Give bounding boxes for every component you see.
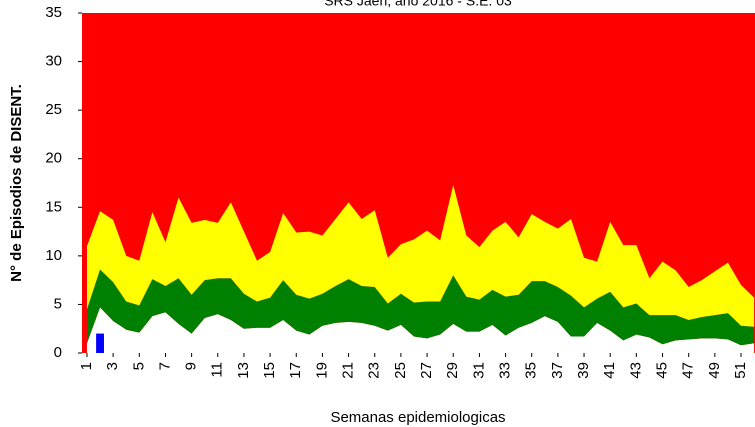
x-axis-label: Semanas epidemiologicas xyxy=(330,409,505,426)
x-tick-label: 1 xyxy=(78,362,95,370)
y-tick-label: 35 xyxy=(45,4,62,21)
y-tick-label: 20 xyxy=(45,150,62,167)
x-tick-label: 27 xyxy=(418,362,435,379)
y-tick-label: 30 xyxy=(45,53,62,70)
x-tick-label: 25 xyxy=(392,362,409,379)
x-tick-label: 11 xyxy=(209,362,226,378)
x-tick-label: 31 xyxy=(470,362,487,379)
x-tick-label: 19 xyxy=(313,362,330,379)
x-tick-label: 29 xyxy=(444,362,461,379)
chart-title: SRS Jaén, año 2016 - S.E. 03 xyxy=(324,0,512,9)
x-tick-label: 51 xyxy=(732,362,749,379)
x-tick-label: 49 xyxy=(706,362,723,379)
x-tick-label: 21 xyxy=(340,362,357,379)
y-tick-label: 5 xyxy=(54,295,62,312)
x-tick-label: 37 xyxy=(549,362,566,379)
y-tick-label: 15 xyxy=(45,198,62,215)
x-tick-label: 3 xyxy=(104,362,121,370)
x-tick-label: 47 xyxy=(680,362,697,379)
x-tick-label: 9 xyxy=(183,362,200,370)
x-tick-label: 43 xyxy=(627,362,644,379)
bar xyxy=(96,333,104,353)
area-band xyxy=(86,269,755,346)
x-tick-label: 35 xyxy=(523,362,540,379)
area-band xyxy=(86,184,755,327)
x-tick-label: 5 xyxy=(130,362,147,370)
y-tick-label: 25 xyxy=(45,101,62,118)
x-tick-label: 13 xyxy=(235,362,252,379)
area-band xyxy=(86,307,755,353)
x-tick-label: 7 xyxy=(156,362,173,370)
y-tick-label: 10 xyxy=(45,247,62,264)
x-tick-label: 45 xyxy=(653,362,670,379)
x-tick-label: 41 xyxy=(601,362,618,379)
x-tick-label: 17 xyxy=(287,362,304,379)
x-tick-label: 23 xyxy=(366,362,383,379)
x-tick-label: 15 xyxy=(261,362,278,379)
y-tick-label: 0 xyxy=(54,344,62,361)
x-tick-label: 39 xyxy=(575,362,592,379)
x-tick-label: 33 xyxy=(497,362,514,379)
y-axis-label: N° de Episodios de DISENT. xyxy=(8,84,25,282)
